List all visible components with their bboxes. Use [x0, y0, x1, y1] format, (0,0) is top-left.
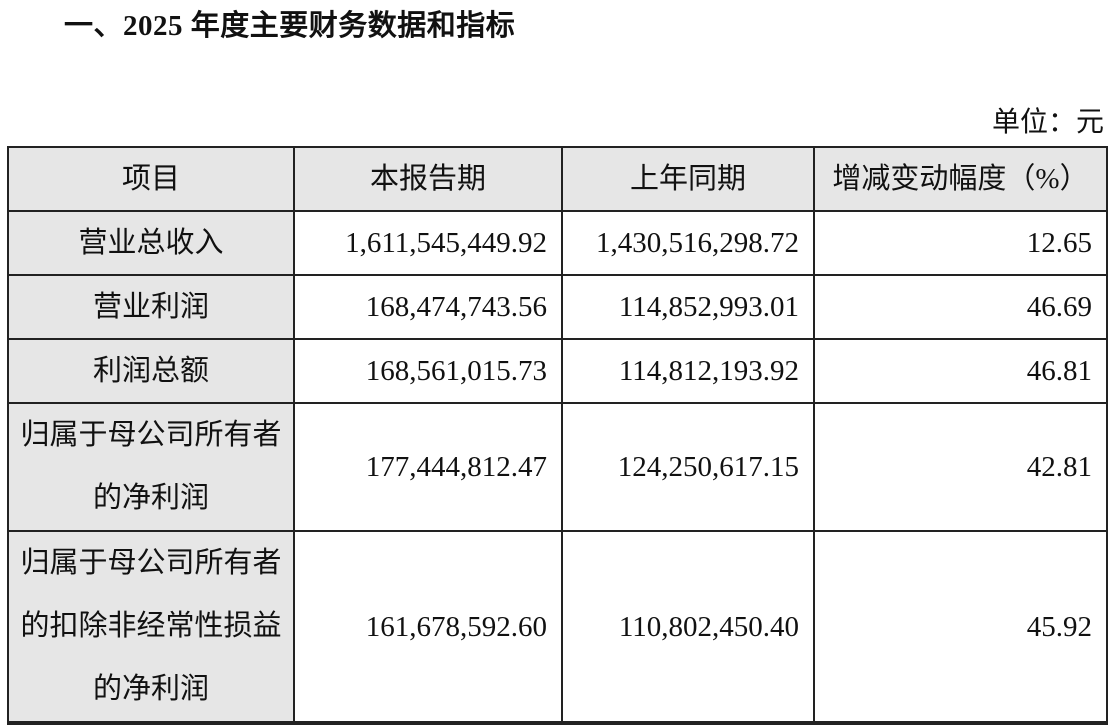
row-item: 利润总额 [7, 338, 295, 404]
row-item: 归属于母公司所有者的净利润 [7, 402, 295, 532]
unit-label: 单位：元 [991, 107, 1104, 138]
row-item: 营业利润 [7, 274, 295, 340]
table-row-partial [7, 721, 1108, 725]
row-prior: 124,250,617.15 [561, 402, 815, 532]
row-cell-empty [293, 721, 563, 725]
header-prior: 上年同期 [561, 146, 815, 212]
section-title: 一、2025 年度主要财务数据和指标 [64, 10, 516, 42]
row-prior: 114,812,193.92 [561, 338, 815, 404]
row-cell-empty [561, 721, 815, 725]
table-row: 利润总额 168,561,015.73 114,812,193.92 46.81 [7, 338, 1108, 404]
row-prior: 1,430,516,298.72 [561, 210, 815, 276]
row-item: 归属于母公司所有者的扣除非经常性损益的净利润 [7, 530, 295, 723]
table-row: 归属于母公司所有者的扣除非经常性损益的净利润 161,678,592.60 11… [7, 530, 1108, 723]
table-row: 归属于母公司所有者的净利润 177,444,812.47 124,250,617… [7, 402, 1108, 532]
financial-data-table: 项目 本报告期 上年同期 增减变动幅度（%） 营业总收入 1,611,545,4… [7, 146, 1108, 725]
row-current: 1,611,545,449.92 [293, 210, 563, 276]
row-current: 168,474,743.56 [293, 274, 563, 340]
header-current: 本报告期 [293, 146, 563, 212]
table-row: 营业总收入 1,611,545,449.92 1,430,516,298.72 … [7, 210, 1108, 276]
row-prior: 114,852,993.01 [561, 274, 815, 340]
row-change: 45.92 [813, 530, 1108, 723]
row-item: 营业总收入 [7, 210, 295, 276]
row-change: 42.81 [813, 402, 1108, 532]
row-change: 46.81 [813, 338, 1108, 404]
row-change: 46.69 [813, 274, 1108, 340]
row-current: 177,444,812.47 [293, 402, 563, 532]
row-prior: 110,802,450.40 [561, 530, 815, 723]
row-current: 168,561,015.73 [293, 338, 563, 404]
header-change: 增减变动幅度（%） [813, 146, 1108, 212]
row-change: 12.65 [813, 210, 1108, 276]
row-current: 161,678,592.60 [293, 530, 563, 723]
row-cell-empty [813, 721, 1108, 725]
table-header-row: 项目 本报告期 上年同期 增减变动幅度（%） [7, 146, 1108, 212]
header-item: 项目 [7, 146, 295, 212]
table-row: 营业利润 168,474,743.56 114,852,993.01 46.69 [7, 274, 1108, 340]
row-item-empty [7, 721, 295, 725]
